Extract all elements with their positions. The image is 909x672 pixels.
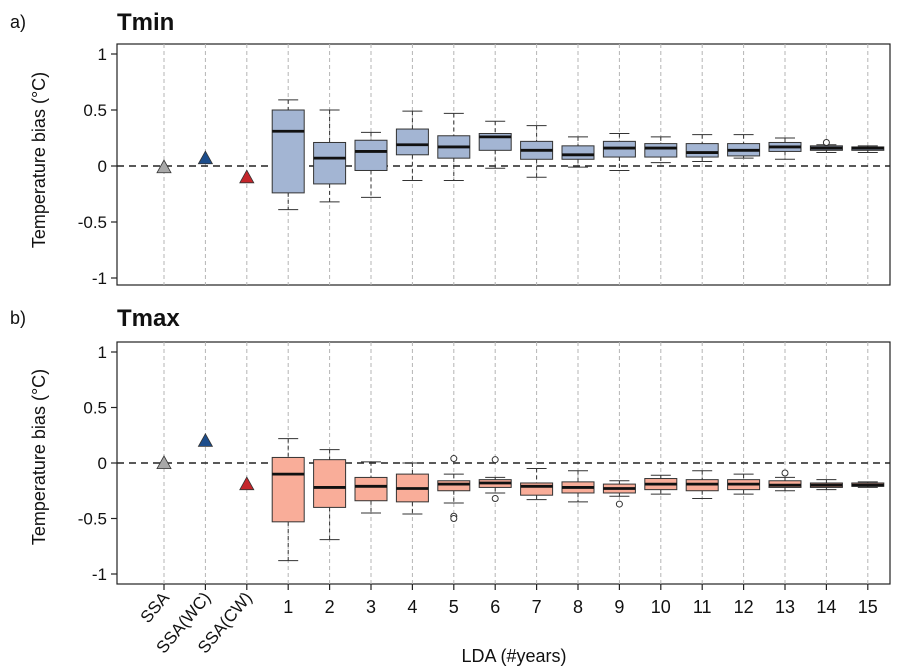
x-tick-label: 5 <box>449 597 459 617</box>
outlier-point <box>822 138 830 146</box>
triangle-marker <box>197 432 214 447</box>
y-tick-label: 0 <box>98 157 107 176</box>
y-tick-label: 1 <box>98 45 107 64</box>
x-tick-label: 7 <box>532 597 542 617</box>
y-tick-label: -1 <box>92 565 107 584</box>
box-14 <box>809 138 843 154</box>
box-2 <box>313 109 347 203</box>
box-body <box>354 139 388 171</box>
x-axis-title: LDA (#years) <box>461 646 566 666</box>
panel-tag: b) <box>10 308 26 328</box>
triangle-marker <box>197 150 214 165</box>
x-tick-label: 13 <box>775 597 795 617</box>
box-13 <box>768 469 802 492</box>
box-13 <box>768 137 802 160</box>
y-tick-label: -1 <box>92 269 107 288</box>
plot-frame <box>116 43 891 286</box>
box-9 <box>602 133 636 171</box>
x-tick-label: 2 <box>325 597 335 617</box>
box-4 <box>395 462 429 515</box>
box-7 <box>520 468 554 501</box>
outlier-point <box>491 495 499 503</box>
x-tick-label: 8 <box>573 597 583 617</box>
box-1 <box>271 99 305 211</box>
box-6 <box>478 120 512 169</box>
outlier-point <box>491 456 499 464</box>
box-1 <box>271 438 305 562</box>
panel-tmax: b) Tmax Temperature bias (°C) 1 0.5 0 -0.5 -… <box>10 305 891 585</box>
x-tick-label: 3 <box>366 597 376 617</box>
y-axis-title: Temperature bias (°C) <box>29 369 49 545</box>
box-body <box>313 141 347 185</box>
panel-title: Tmin <box>117 9 174 36</box>
y-tick-label: 1 <box>98 343 107 362</box>
box-7 <box>520 125 554 178</box>
box-11 <box>685 470 719 500</box>
x-tick-label: 4 <box>407 597 417 617</box>
box-8 <box>561 136 595 168</box>
outlier-point <box>450 515 458 522</box>
y-tick-label: 0.5 <box>83 101 107 120</box>
triangle-marker <box>156 159 172 174</box>
x-tick-label: 1 <box>283 597 293 617</box>
box-9 <box>602 480 636 508</box>
x-tick-label: 14 <box>816 597 836 617</box>
box-3 <box>354 461 388 514</box>
box-6 <box>478 456 512 503</box>
box-5 <box>437 455 471 522</box>
panel-title: Tmax <box>117 305 180 332</box>
box-11 <box>685 134 719 163</box>
panel-tag: a) <box>10 12 26 32</box>
box-body <box>644 143 678 158</box>
y-tick-label: 0 <box>98 454 107 473</box>
x-tick-label: 10 <box>651 597 671 617</box>
box-12 <box>727 473 761 495</box>
y-tick-label: -0.5 <box>78 213 107 232</box>
box-15 <box>851 145 885 154</box>
box-body <box>395 128 429 156</box>
box-12 <box>727 134 761 159</box>
box-body <box>313 459 347 508</box>
box-body <box>685 143 719 158</box>
y-axis-title: Temperature bias (°C) <box>29 72 49 248</box>
outlier-point <box>615 500 623 508</box>
x-tick-label: 11 <box>693 597 712 617</box>
box-body <box>520 482 554 496</box>
triangle-marker <box>156 455 172 470</box>
x-tick-label: 9 <box>614 597 624 617</box>
outlier-point <box>781 469 789 477</box>
box-2 <box>313 449 347 541</box>
x-tick-label: 12 <box>734 597 754 617</box>
x-tick-label: 6 <box>490 597 500 617</box>
outlier-point <box>450 455 458 463</box>
y-tick-label: 0.5 <box>83 399 107 418</box>
box-body <box>354 476 388 502</box>
box-body <box>437 480 471 492</box>
box-10 <box>644 136 678 164</box>
y-tick-label: -0.5 <box>78 510 107 529</box>
x-tick-label: SSA <box>137 588 174 627</box>
box-4 <box>395 110 429 182</box>
box-5 <box>437 112 471 182</box>
box-8 <box>561 470 595 503</box>
box-3 <box>354 131 388 198</box>
box-body <box>561 145 595 160</box>
x-tick-label: 15 <box>858 597 878 617</box>
box-body <box>271 456 305 523</box>
triangle-marker <box>239 169 255 184</box>
box-body <box>271 109 305 194</box>
box-15 <box>851 481 885 488</box>
panel-tmin: a) Tmin Temperature bias (°C) 1 0.5 0 -0.5 -… <box>10 9 891 288</box>
box-10 <box>644 474 678 495</box>
triangle-marker <box>239 476 255 491</box>
box-14 <box>809 479 843 491</box>
